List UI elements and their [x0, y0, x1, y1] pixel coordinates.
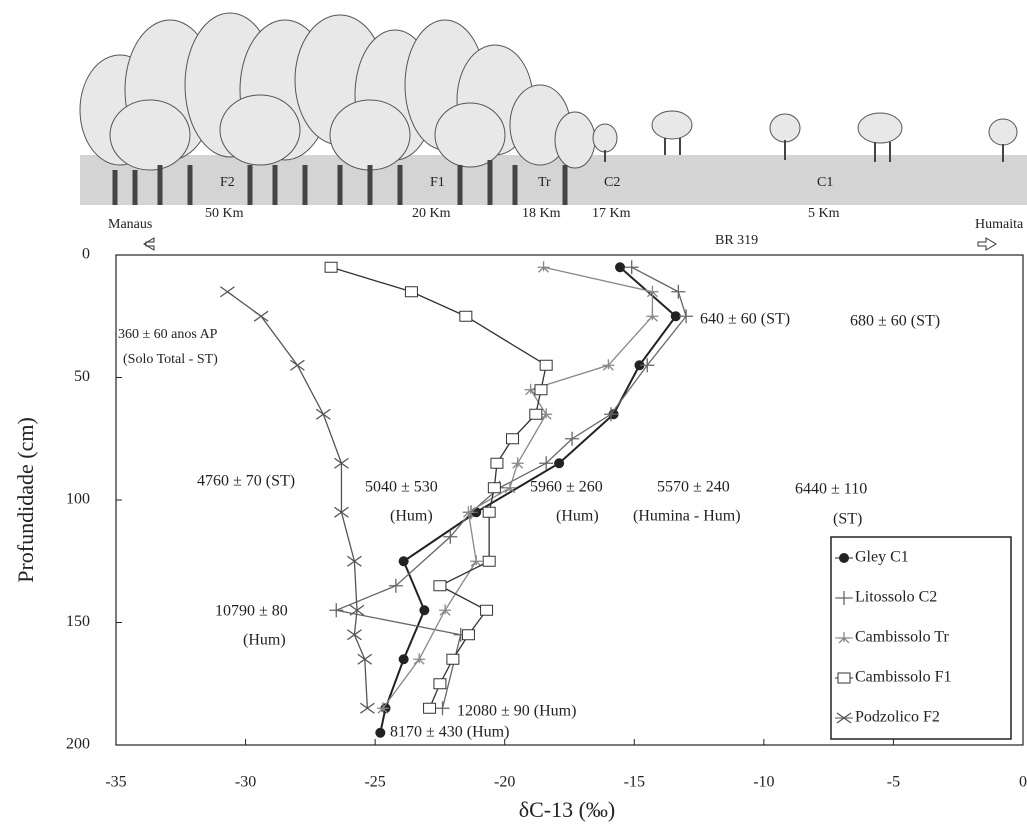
marker: [254, 311, 268, 321]
annotation: 5960 ± 260: [530, 479, 603, 496]
marker: [839, 553, 849, 563]
marker: [512, 457, 524, 468]
y-tick-label: 150: [66, 613, 90, 630]
annotation: (ST): [833, 511, 862, 528]
marker: [679, 309, 693, 323]
annotation: 10790 ± 80: [215, 603, 288, 620]
annotation: 360 ± 60 anos AP: [118, 327, 218, 342]
arrow-left: [144, 238, 154, 250]
marker: [399, 556, 409, 566]
marker: [506, 434, 518, 444]
legend-label: Cambissolo F1: [855, 669, 951, 686]
illustration-label: 5 Km: [808, 206, 840, 221]
marker: [375, 728, 385, 738]
x-tick-label: -5: [887, 774, 900, 791]
marker: [424, 703, 436, 713]
marker: [460, 311, 472, 321]
annotation: 5040 ± 530: [365, 479, 438, 496]
illustration-label: Manaus: [108, 217, 152, 232]
legend-label: Podzolico F2: [855, 709, 940, 726]
x-tick-label: -15: [624, 774, 645, 791]
marker: [488, 483, 500, 493]
marker: [325, 262, 337, 272]
marker: [615, 262, 625, 272]
annotation: 6440 ± 110: [795, 481, 867, 498]
marker: [646, 310, 658, 321]
illustration-label: F2: [220, 175, 235, 190]
marker: [491, 458, 503, 468]
series-line: [380, 267, 675, 733]
illustration-label: BR 319: [715, 233, 758, 248]
marker: [838, 673, 850, 683]
marker: [554, 458, 564, 468]
x-axis-label: δC-13 (‰): [519, 797, 616, 822]
marker: [329, 603, 343, 617]
figure: δC-13 (‰) Profundidade (cm) F2 F1 Tr C2 C1 50…: [0, 0, 1027, 834]
x-tick-label: 0: [1019, 774, 1027, 791]
marker: [290, 360, 304, 370]
illustration-label: 50 Km: [205, 206, 244, 221]
marker: [436, 701, 450, 715]
marker: [481, 605, 493, 615]
x-tick-label: -20: [494, 774, 515, 791]
annotation: 8170 ± 430 (Hum): [390, 724, 509, 741]
marker: [405, 287, 417, 297]
annotation: 640 ± 60 (ST): [700, 311, 790, 328]
annotation: (Solo Total - ST): [123, 352, 218, 367]
marker: [483, 556, 495, 566]
y-tick-label: 100: [66, 491, 90, 508]
y-axis-label: Profundidade (cm): [13, 417, 38, 583]
marker: [419, 605, 429, 615]
marker: [535, 385, 547, 395]
forest: [80, 13, 1017, 170]
marker: [530, 409, 542, 419]
marker: [504, 482, 516, 493]
marker: [671, 285, 685, 299]
illustration-label: Humaita: [975, 217, 1024, 232]
y-tick-label: 200: [66, 736, 90, 753]
arrow-right: [978, 238, 996, 250]
annotation: (Hum): [243, 632, 286, 649]
illustration-label: 20 Km: [412, 206, 451, 221]
marker: [434, 581, 446, 591]
annotation: (Hum): [556, 508, 599, 525]
illustration-label: 18 Km: [522, 206, 561, 221]
illustration-label: F1: [430, 175, 445, 190]
legend: Gley C1 Litossolo C2 Cambissolo Tr Cambisso…: [831, 537, 1011, 739]
marker: [434, 679, 446, 689]
marker: [483, 507, 495, 517]
marker: [399, 654, 409, 664]
marker: [413, 653, 425, 664]
annotation: 680 ± 60 (ST): [850, 313, 940, 330]
y-tick-label: 0: [82, 246, 90, 263]
illustration-label: Tr: [538, 175, 551, 190]
marker: [447, 654, 459, 664]
marker: [462, 506, 474, 517]
annotation: 12080 ± 90 (Hum): [457, 703, 576, 720]
marker: [470, 555, 482, 566]
annotation: 5570 ± 240: [657, 479, 730, 496]
marker: [646, 286, 658, 297]
annotation: 4760 ± 70 (ST): [197, 473, 295, 490]
x-tick-label: -25: [364, 774, 385, 791]
marker: [439, 604, 451, 615]
x-tick-label: -10: [753, 774, 774, 791]
annotation: (Hum): [390, 508, 433, 525]
marker: [462, 630, 474, 640]
x-tick-label: -35: [105, 774, 126, 791]
illustration-label: 17 Km: [592, 206, 631, 221]
y-tick-label: 50: [74, 368, 90, 385]
legend-label: Gley C1: [855, 549, 909, 566]
illustration-label: C2: [604, 175, 620, 190]
marker: [540, 360, 552, 370]
annotation: (Humina - Hum): [633, 508, 741, 525]
marker: [316, 409, 330, 419]
legend-label: Litossolo C2: [855, 589, 937, 606]
legend-label: Cambissolo Tr: [855, 629, 949, 646]
marker: [220, 287, 234, 297]
marker: [538, 261, 550, 272]
x-tick-label: -30: [235, 774, 256, 791]
illustration-label: C1: [817, 175, 833, 190]
